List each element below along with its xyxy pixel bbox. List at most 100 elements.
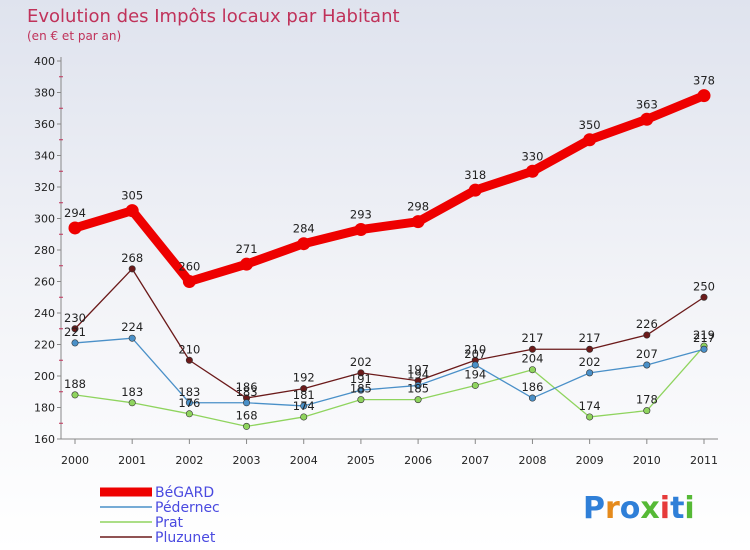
series-line-pluzunet — [74, 268, 705, 399]
data-point-pedernec — [643, 361, 651, 369]
data-label-prat: 185 — [350, 382, 372, 396]
logo-letter: i — [660, 491, 670, 526]
x-tick-label: 2006 — [404, 454, 432, 467]
data-point-pedernec — [586, 369, 594, 377]
x-tick-label: 2003 — [233, 454, 261, 467]
data-point-pedernec — [128, 334, 136, 342]
y-tick-label: 180 — [34, 402, 55, 415]
x-tick-label: 2011 — [690, 454, 718, 467]
data-label-begard: 350 — [579, 118, 601, 132]
x-tick-label: 2008 — [518, 454, 546, 467]
data-point-prat — [128, 399, 136, 407]
data-label-pluzunet: 210 — [178, 342, 200, 356]
x-tick-label: 2002 — [175, 454, 203, 467]
data-point-pedernec — [243, 399, 251, 407]
data-point-prat — [300, 413, 308, 421]
data-label-pedernec: 202 — [579, 355, 601, 369]
data-label-pluzunet: 268 — [121, 251, 143, 265]
y-tick-label: 280 — [34, 244, 55, 257]
data-label-pedernec: 183 — [236, 385, 258, 399]
data-point-pedernec — [528, 394, 536, 402]
data-label-pluzunet: 192 — [293, 371, 315, 385]
data-point-prat — [471, 381, 479, 389]
data-label-begard: 305 — [121, 189, 143, 203]
data-label-pedernec: 207 — [464, 347, 486, 361]
x-tick-label: 2001 — [118, 454, 146, 467]
data-label-begard: 260 — [178, 260, 200, 274]
data-label-pedernec: 181 — [293, 388, 315, 402]
data-label-prat: 194 — [464, 367, 486, 381]
data-label-begard: 284 — [293, 222, 315, 236]
series-line-prat — [74, 345, 705, 428]
data-point-pluzunet — [185, 356, 193, 364]
data-point-pluzunet — [700, 293, 708, 301]
logo-letter: i — [684, 491, 694, 526]
y-tick-label: 260 — [34, 276, 55, 289]
data-label-prat: 183 — [121, 385, 143, 399]
data-point-pluzunet — [357, 369, 365, 377]
data-label-begard: 298 — [407, 200, 429, 214]
logo-letter: P — [583, 491, 605, 526]
legend-label: Prat — [155, 515, 184, 531]
data-point-prat — [586, 413, 594, 421]
data-point-begard — [525, 164, 539, 178]
data-label-pluzunet: 202 — [350, 355, 372, 369]
data-point-begard — [411, 215, 425, 229]
data-point-begard — [354, 223, 368, 237]
data-point-pedernec — [185, 399, 193, 407]
data-label-pluzunet: 217 — [579, 331, 601, 345]
data-label-pedernec: 207 — [636, 347, 658, 361]
data-label-pedernec: 194 — [407, 367, 429, 381]
data-label-pluzunet: 217 — [521, 331, 543, 345]
data-label-prat: 219 — [693, 328, 715, 342]
data-point-prat — [185, 410, 193, 418]
data-label-begard: 330 — [521, 149, 543, 163]
data-label-pedernec: 191 — [350, 372, 372, 386]
data-point-pluzunet — [71, 325, 79, 333]
data-point-pluzunet — [128, 265, 136, 273]
y-tick-label: 160 — [34, 433, 55, 446]
data-label-prat: 188 — [64, 377, 86, 391]
data-point-begard — [468, 183, 482, 197]
data-point-pedernec — [71, 339, 79, 347]
data-point-prat — [643, 407, 651, 415]
data-point-prat — [71, 391, 79, 399]
y-tick-label: 340 — [34, 150, 55, 163]
data-label-pluzunet: 186 — [236, 380, 258, 394]
data-point-pedernec — [700, 345, 708, 353]
y-tick-label: 360 — [34, 118, 55, 131]
y-tick-label: 300 — [34, 213, 55, 226]
data-label-begard: 318 — [464, 168, 486, 182]
y-tick-label: 240 — [34, 307, 55, 320]
x-tick-label: 2009 — [576, 454, 604, 467]
data-label-begard: 363 — [636, 97, 658, 111]
data-label-pedernec: 224 — [121, 320, 143, 334]
y-tick-label: 400 — [34, 55, 55, 68]
data-point-begard — [240, 257, 254, 271]
data-point-prat — [414, 396, 422, 404]
data-labels: 230 268 210 186 192 202 197 210 217 217 226 250 188 1… — [64, 74, 715, 423]
data-point-begard — [297, 237, 311, 251]
data-label-pluzunet: 250 — [693, 279, 715, 293]
y-tick-label: 220 — [34, 339, 55, 352]
y-tick-label: 380 — [34, 87, 55, 100]
logo-letter: o — [620, 491, 641, 526]
legend-label: Pluzunet — [155, 530, 216, 546]
axes: 160 180 200 220 240 260 280 300 320 340 360 380 400 2… — [34, 55, 718, 467]
logo-text: Proxiti — [583, 491, 695, 526]
data-label-prat: 174 — [293, 399, 315, 413]
data-point-begard — [125, 204, 139, 218]
data-point-pluzunet — [528, 345, 536, 353]
data-label-prat: 204 — [521, 352, 543, 366]
chart-subtitle: (en € et par an) — [27, 29, 121, 43]
logo-letter: t — [670, 491, 684, 526]
data-label-begard: 378 — [693, 74, 715, 88]
data-point-begard — [640, 112, 654, 126]
series-line-begard — [73, 91, 706, 286]
data-point-pedernec — [300, 402, 308, 410]
data-label-prat: 185 — [407, 382, 429, 396]
data-label-pedernec: 217 — [693, 331, 715, 345]
